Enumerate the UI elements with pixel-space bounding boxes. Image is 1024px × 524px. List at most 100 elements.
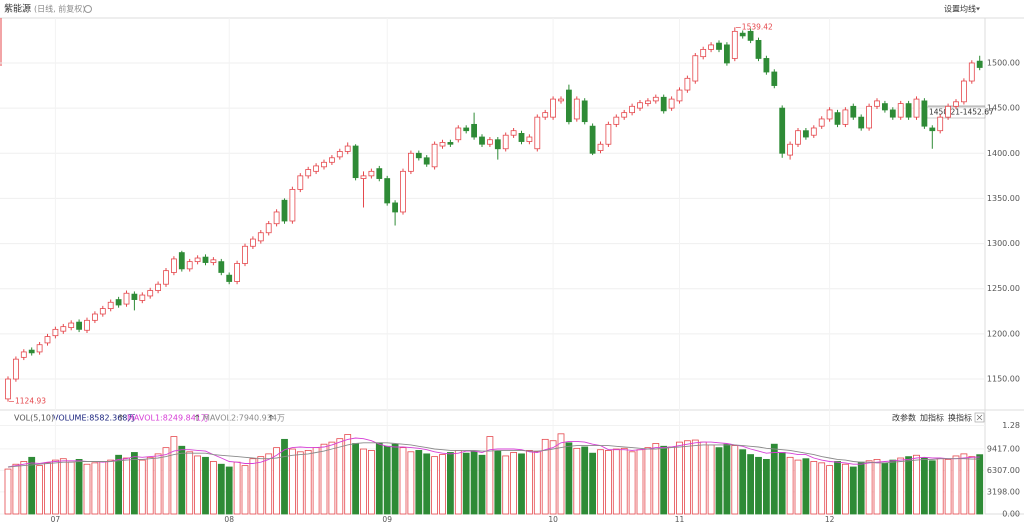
candle-body: [810, 127, 817, 136]
volume-bar: [747, 454, 754, 515]
volume-bar: [423, 453, 431, 515]
volume-bar: [842, 463, 849, 515]
candle-body: [92, 313, 98, 321]
arrow-icon: [118, 414, 124, 421]
volume-bar: [304, 450, 312, 515]
candle-body: [731, 30, 738, 59]
dropdown-arrow: [976, 7, 980, 11]
volume-bar: [944, 458, 952, 515]
legend-mavol1: MAVOL1:8249.841万: [127, 414, 209, 423]
y2-tick-label: 0.00: [1002, 510, 1020, 519]
ma-line: [7, 442, 980, 468]
candle-body: [818, 118, 825, 127]
volume-bar: [415, 450, 423, 515]
volume-bar: [486, 436, 494, 515]
candle-body: [613, 116, 620, 125]
candle-body: [210, 259, 217, 263]
volume-bar: [67, 461, 75, 515]
legend-volume: VOLUME:8582.368万: [53, 414, 135, 423]
volume-bar: [952, 455, 960, 515]
settings-icon[interactable]: [84, 5, 92, 13]
candle-body: [573, 98, 580, 120]
candle-body: [961, 80, 967, 103]
close-icon: [976, 414, 983, 421]
volume-bar: [328, 441, 336, 515]
volume-bar: [186, 451, 194, 515]
y-tick-label: 1300.00: [987, 239, 1020, 248]
volume-bar: [660, 445, 668, 515]
volume-bar: [565, 442, 573, 515]
candle-body: [708, 44, 714, 50]
volume-bar: [526, 450, 533, 515]
candle-body: [99, 308, 106, 315]
candle-body: [439, 142, 446, 147]
volume-bar: [533, 451, 541, 515]
x-tick-label: 12: [825, 515, 835, 524]
candle-body: [629, 105, 635, 114]
candle-body: [779, 107, 786, 154]
candle-body: [218, 261, 225, 273]
candle-body: [834, 112, 841, 125]
button[interactable]: 换指标: [948, 413, 972, 423]
volume-bar: [921, 457, 928, 515]
candle-body: [115, 299, 122, 306]
volume-bar: [375, 442, 383, 515]
candle-body: [131, 293, 138, 300]
volume-bar: [162, 447, 170, 515]
candle-body: [542, 112, 549, 118]
candle-body: [494, 139, 501, 150]
candle-body: [676, 89, 683, 102]
candle-body: [44, 336, 51, 344]
candle-body: [28, 349, 35, 354]
volume-bar: [154, 453, 162, 515]
x-tick-label: 08: [224, 515, 234, 524]
volume-bar: [391, 443, 399, 515]
candle-body: [313, 165, 320, 172]
high-label: 1539.42: [742, 22, 773, 31]
candle-body: [431, 143, 438, 168]
candle-body: [803, 130, 809, 138]
candle-body: [273, 211, 280, 225]
volume-bar: [75, 458, 83, 515]
candle-body: [763, 58, 770, 73]
volume-bar: [541, 438, 549, 515]
volume-bar: [202, 456, 209, 515]
button[interactable]: 加指标: [920, 413, 944, 423]
candle-body: [147, 290, 154, 297]
volume-bar: [968, 456, 976, 515]
volume-bar: [873, 458, 881, 515]
candle-body: [660, 96, 667, 112]
candle-body: [921, 100, 928, 127]
candle-body: [360, 175, 367, 179]
candle-body: [52, 328, 59, 337]
button[interactable]: 改参数: [892, 413, 916, 423]
candle-body: [194, 257, 201, 263]
volume-bar: [794, 459, 802, 515]
candle-body: [289, 188, 296, 222]
candle-body: [621, 112, 628, 118]
volume-bar: [715, 447, 723, 515]
y-tick-label: 1150.00: [987, 375, 1020, 384]
volume-bar: [99, 461, 107, 515]
volume-bar: [652, 443, 660, 515]
candle-body: [139, 294, 146, 301]
x-tick-label: 09: [382, 515, 392, 524]
candle-body: [84, 319, 90, 331]
candle-body: [526, 136, 533, 142]
ma-setting[interactable]: 设置均线: [944, 4, 976, 14]
candle-body: [897, 103, 904, 118]
candle-body: [787, 143, 793, 156]
volume-bar: [249, 458, 257, 515]
candle-body: [502, 134, 509, 150]
volume-bar: [273, 447, 281, 515]
volume-bar: [344, 434, 352, 515]
candle-body: [937, 116, 944, 132]
y2-tick-label: 9417.00: [987, 444, 1020, 453]
volume-bar: [731, 445, 739, 515]
volume-bar: [676, 441, 683, 515]
volume-bar: [367, 450, 375, 515]
volume-bar: [518, 453, 525, 515]
volume-bar: [217, 463, 225, 515]
volume-bar: [628, 451, 636, 515]
candle-body: [534, 116, 541, 150]
